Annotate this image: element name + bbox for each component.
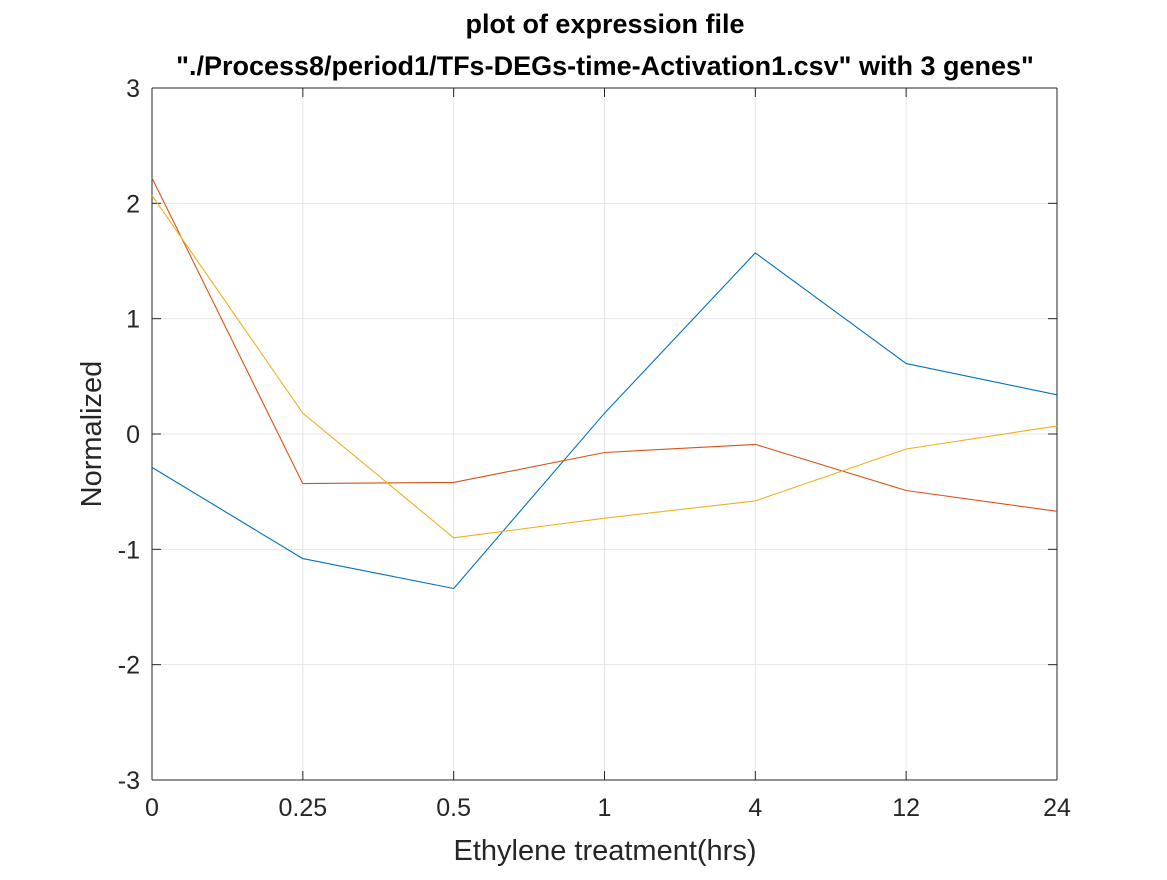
y-tick-labels: 3 2 1 0 -1 -2 -3 <box>118 75 140 795</box>
x-tick-label: 0 <box>145 794 159 822</box>
x-tick-label: 4 <box>748 794 762 822</box>
y-tick-label: -1 <box>118 536 140 564</box>
chart-title-line-2: "./Process8/period1/TFs-DEGs-time-Activa… <box>176 51 1034 81</box>
series-line-3 <box>151 194 1058 539</box>
series-line-1 <box>151 252 1058 590</box>
x-tick-label: 0.25 <box>278 794 327 822</box>
x-tick-labels: 0 0.25 0.5 1 4 12 24 <box>145 794 1071 822</box>
axes <box>151 87 1058 781</box>
y-tick-label: 2 <box>126 190 140 218</box>
y-tick-label: 0 <box>126 421 140 449</box>
x-tick-label: 12 <box>892 794 920 822</box>
y-axis-label: Normalized <box>76 361 108 508</box>
x-tick-label: 1 <box>598 794 612 822</box>
chart-title-line-1: plot of expression file <box>465 9 744 39</box>
x-tick-label: 0.5 <box>436 794 471 822</box>
y-tick-label: -2 <box>118 652 140 680</box>
x-axis-label: Ethylene treatment(hrs) <box>453 835 756 867</box>
y-tick-label: -3 <box>118 767 140 795</box>
y-tick-label: 3 <box>126 75 140 103</box>
series-line-2 <box>151 177 1058 512</box>
data-series <box>151 177 1058 590</box>
y-tick-label: 1 <box>126 306 140 334</box>
x-tick-label: 24 <box>1043 794 1071 822</box>
